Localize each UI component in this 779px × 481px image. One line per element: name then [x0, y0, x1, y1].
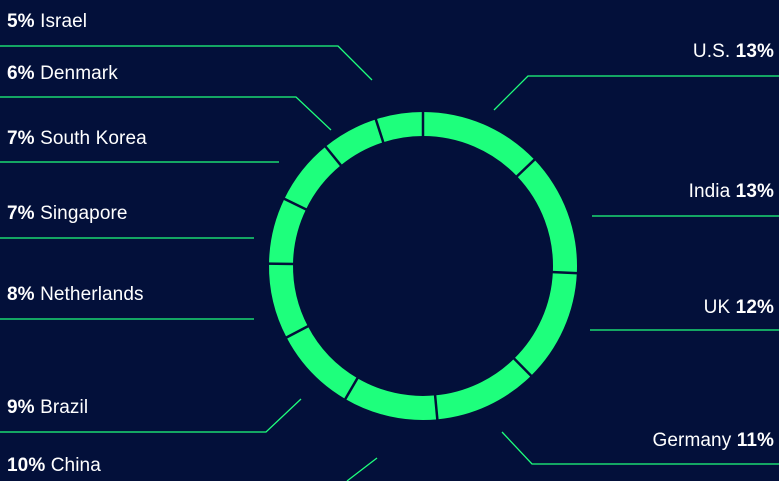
slice-divider — [511, 356, 534, 379]
percent-value: 8% — [7, 284, 35, 305]
percent-value: 5% — [7, 11, 35, 32]
country-name: Singapore — [40, 203, 128, 224]
donut-slice-south-korea — [284, 146, 341, 210]
country-name: Israel — [40, 11, 88, 32]
slice-divider — [343, 375, 360, 402]
leader-line-china — [346, 457, 378, 481]
slice-label-us: U.S. 13% — [693, 41, 774, 63]
donut-slice-india — [517, 159, 577, 274]
leader-line-germany — [501, 431, 779, 465]
slice-divider — [374, 117, 386, 145]
donut-slice-denmark — [325, 119, 384, 166]
slice-label-israel: 5% Israel — [7, 11, 87, 33]
leader-line-u-s — [493, 75, 779, 111]
slice-divider — [323, 144, 344, 168]
donut-slice-israel — [375, 112, 423, 143]
percent-value: 6% — [7, 63, 35, 84]
leader-line-israel — [0, 45, 373, 81]
slice-label-germany: Germany 11% — [652, 430, 774, 452]
donut-slice-uk — [514, 272, 577, 376]
slice-label-singapore: 7% Singapore — [7, 203, 128, 225]
percent-value: 7% — [7, 203, 35, 224]
slice-label-brazil: 9% Brazil — [7, 397, 88, 419]
slice-divider — [433, 393, 439, 422]
country-name: South Korea — [40, 128, 147, 149]
slice-divider — [550, 270, 579, 275]
country-name: Netherlands — [40, 284, 144, 305]
country-name: U.S. — [692, 41, 731, 62]
donut-slice-netherlands — [269, 263, 308, 338]
donut-slice-u-s — [423, 112, 535, 177]
percent-value: 13% — [735, 41, 774, 62]
slice-label-india: India 13% — [689, 181, 774, 203]
slice-divider — [284, 324, 311, 340]
donut-slice-singapore — [269, 198, 306, 264]
percent-value: 9% — [7, 397, 35, 418]
percent-value: 13% — [735, 181, 774, 202]
leader-line-brazil — [0, 398, 302, 433]
slice-label-china: 10% China — [7, 455, 101, 477]
leader-line-denmark — [0, 96, 332, 131]
slice-divider — [282, 196, 309, 212]
slice-label-denmark: 6% Denmark — [7, 63, 118, 85]
country-name: UK — [703, 297, 731, 318]
country-name: India — [688, 181, 731, 202]
donut-slice-germany — [435, 358, 532, 420]
country-name: China — [50, 455, 101, 476]
percent-value: 10% — [7, 455, 46, 476]
donut-ring — [266, 110, 579, 422]
percent-value: 7% — [7, 128, 35, 149]
slice-label-uk: UK 12% — [704, 297, 774, 319]
percent-value: 12% — [735, 297, 774, 318]
slice-divider — [514, 157, 537, 179]
donut-slice-china — [345, 378, 438, 420]
leader-lines — [0, 45, 779, 481]
slice-label-netherlands: 8% Netherlands — [7, 284, 144, 306]
donut-slice-brazil — [286, 326, 358, 399]
country-name: Germany — [652, 430, 732, 451]
slice-label-south-korea: 7% South Korea — [7, 128, 147, 150]
percent-value: 11% — [736, 430, 774, 451]
country-name: Denmark — [40, 63, 118, 84]
country-name: Brazil — [40, 397, 89, 418]
